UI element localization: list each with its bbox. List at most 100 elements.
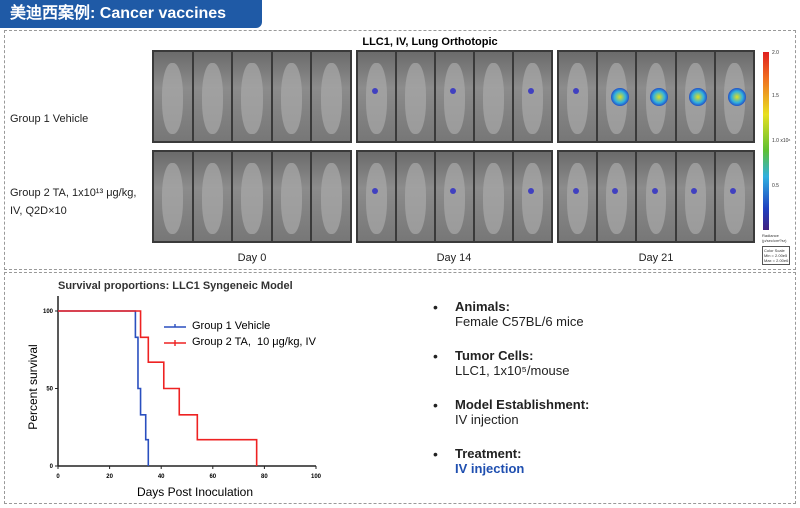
group2-label-line2: IV, Q2D×10 <box>10 205 67 217</box>
mouse-image <box>154 52 192 141</box>
info-item: • Treatment: IV injection <box>433 446 525 476</box>
mouse-image <box>559 52 597 141</box>
x-tick-label: 40 <box>158 474 165 480</box>
bioluminescence-signal <box>372 87 379 94</box>
info-item: • Model Establishment: IV injection <box>433 397 590 427</box>
color-scale-title: Color Scale <box>764 248 785 253</box>
mouse-image <box>154 152 192 241</box>
mouse-image <box>193 52 232 141</box>
colorbar-unit: (p/sec/cm²/sr) <box>762 238 787 243</box>
bioluminescence-signal <box>729 187 736 194</box>
mouse-image <box>715 52 754 141</box>
x-tick-label: 100 <box>311 474 322 480</box>
legend-label: Group 2 TA, 10 μg/kg, IV <box>192 336 316 348</box>
info-item: • Tumor Cells: LLC1, 1x10⁵/mouse <box>433 348 570 378</box>
bioluminescence-signal <box>573 87 580 94</box>
bioluminescence-signal <box>651 187 658 194</box>
survival-curve <box>58 310 150 466</box>
mouse-image <box>358 152 395 241</box>
info-heading: Treatment: <box>455 446 522 461</box>
info-value: Female C57BL/6 mice <box>455 314 584 329</box>
group2-label: Group 2 TA, 1x10¹³ μg/kg, <box>10 187 137 199</box>
color-scale-max: Max = 2.00e6 <box>764 258 789 263</box>
bioluminescence-signal <box>450 87 457 94</box>
bioluminescence-signal <box>690 187 697 194</box>
y-axis-label: Percent survival <box>26 344 40 430</box>
bioluminescence-signal <box>450 187 457 194</box>
legend-label: Group 1 Vehicle <box>192 320 271 332</box>
bioluminescence-signal <box>610 87 629 106</box>
bioluminescence-signal <box>528 187 535 194</box>
mouse-image <box>637 52 675 141</box>
day-label: Day 0 <box>237 252 267 264</box>
title-banner: 美迪西案例: Cancer vaccines <box>0 0 262 28</box>
info-heading: Model Establishment: <box>455 397 590 412</box>
bioluminescence-signal <box>528 87 535 94</box>
bioluminescence-signal <box>728 87 747 106</box>
group1-label: Group 1 Vehicle <box>10 113 89 125</box>
bioluminescence-signal <box>612 187 619 194</box>
mouse-image <box>272 52 311 141</box>
mouse-image <box>312 52 350 141</box>
info-value: IV injection <box>455 412 519 427</box>
mouse-image <box>676 152 714 241</box>
day-label: Day 14 <box>436 252 472 264</box>
day-label: Day 21 <box>638 252 674 264</box>
mouse-image <box>193 152 232 241</box>
mouse-image <box>637 152 675 241</box>
mouse-image <box>598 52 636 141</box>
mouse-image-panel <box>152 50 352 143</box>
mouse-image <box>272 152 311 241</box>
x-axis-label: Days Post Inoculation <box>136 485 254 499</box>
mouse-image <box>598 152 636 241</box>
mouse-image <box>475 52 512 141</box>
bioluminescence-signal <box>372 187 379 194</box>
x-tick-label: 20 <box>106 474 113 480</box>
mouse-image-panel <box>356 150 553 243</box>
mouse-image <box>676 52 714 141</box>
colorbar-tick: 2.0 <box>772 50 779 56</box>
mouse-image-panel <box>152 150 352 243</box>
mouse-image <box>397 152 434 241</box>
colorbar-tick: 1.5 <box>772 93 779 99</box>
chart-title: Survival proportions: LLC1 Syngeneic Mod… <box>58 280 293 292</box>
x-tick-label: 0 <box>56 474 60 480</box>
mouse-image <box>312 152 350 241</box>
y-tick-label: 100 <box>43 309 54 315</box>
imaging-title: LLC1, IV, Lung Orthotopic <box>362 36 498 48</box>
colorbar-tick: 0.5 <box>772 183 779 189</box>
colorbar-unit-title: Radiance <box>762 233 779 238</box>
y-tick-label: 50 <box>46 387 53 393</box>
info-heading: Tumor Cells: <box>455 348 534 363</box>
colorbar <box>763 52 769 230</box>
info-item: • Animals: Female C57BL/6 mice <box>433 299 584 329</box>
info-value: IV injection <box>455 461 525 476</box>
mouse-image <box>559 152 597 241</box>
mouse-image-panel <box>557 50 755 143</box>
bioluminescence-signal <box>573 187 580 194</box>
mouse-image <box>514 152 551 241</box>
info-heading: Animals: <box>455 299 510 314</box>
mouse-image-panel <box>356 50 553 143</box>
mouse-image <box>397 52 434 141</box>
mouse-image <box>715 152 754 241</box>
x-tick-label: 80 <box>261 474 268 480</box>
mouse-image <box>436 52 473 141</box>
imaging-section <box>4 30 796 270</box>
info-value: LLC1, 1x10⁵/mouse <box>455 363 570 378</box>
bioluminescence-signal <box>650 87 669 106</box>
colorbar-tick: 1.0 x10⁶ <box>772 138 791 144</box>
x-tick-label: 60 <box>209 474 216 480</box>
mouse-image <box>514 52 551 141</box>
mouse-image-panel <box>557 150 755 243</box>
mouse-image <box>436 152 473 241</box>
mouse-image <box>233 152 271 241</box>
mouse-image <box>475 152 512 241</box>
mouse-image <box>233 52 271 141</box>
color-scale-min: Min = 2.00e5 <box>764 253 788 258</box>
mouse-image <box>358 52 395 141</box>
survival-curve <box>58 310 258 466</box>
survival-section <box>4 272 796 504</box>
bioluminescence-signal <box>689 87 708 106</box>
